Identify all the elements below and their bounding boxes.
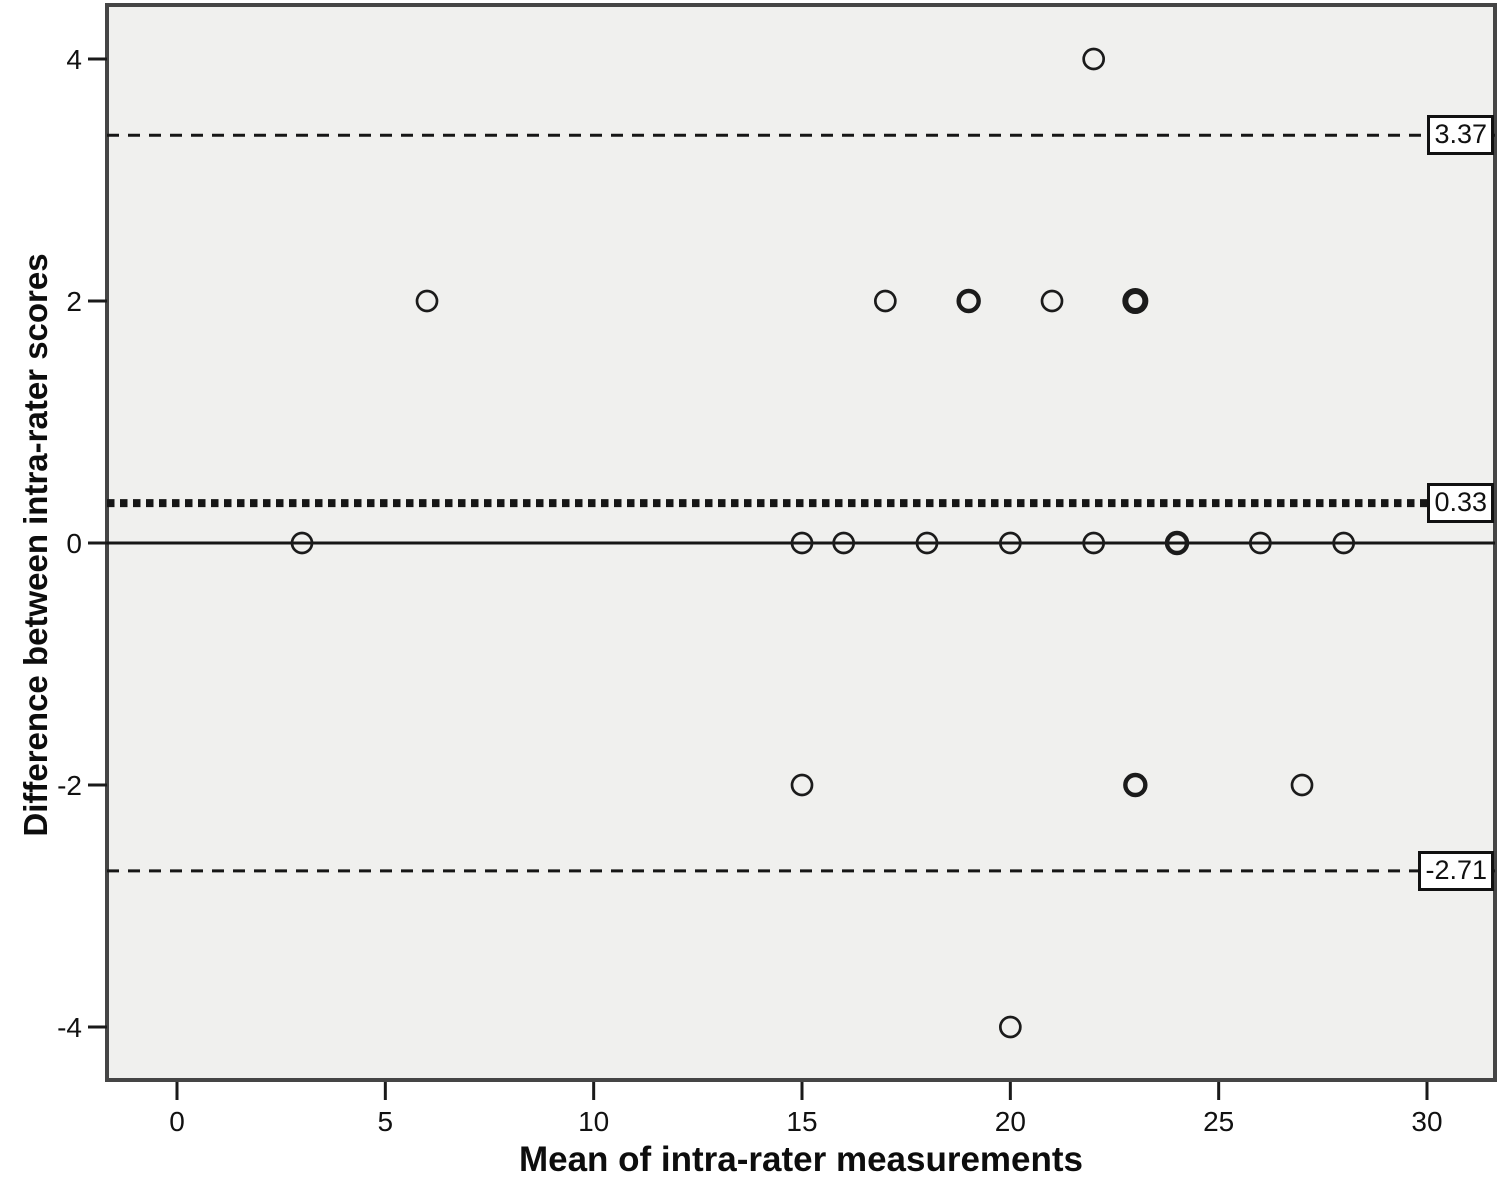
data-point <box>1248 531 1272 555</box>
data-point <box>1040 289 1064 313</box>
y-tick-label: 0 <box>66 528 82 559</box>
x-tick-label: 0 <box>169 1106 185 1137</box>
data-point <box>790 531 814 555</box>
data-point <box>1082 47 1106 71</box>
data-point <box>1164 530 1190 556</box>
data-point <box>1082 531 1106 555</box>
data-point <box>790 773 814 797</box>
y-tick-label: -2 <box>57 770 82 801</box>
y-tick-label: 2 <box>66 286 82 317</box>
data-point <box>1123 772 1148 798</box>
data-point <box>1122 288 1149 314</box>
data-point <box>998 531 1022 555</box>
data-point <box>415 289 439 313</box>
y-tick-label: 4 <box>66 44 82 75</box>
data-point <box>832 531 856 555</box>
data-point <box>998 1015 1022 1039</box>
x-tick-label: 20 <box>995 1106 1026 1137</box>
x-tick-label: 30 <box>1411 1106 1442 1137</box>
x-tick-label: 10 <box>578 1106 609 1137</box>
x-tick-label: 25 <box>1203 1106 1234 1137</box>
data-point <box>956 288 981 314</box>
data-point <box>290 531 314 555</box>
x-tick-label: 5 <box>378 1106 394 1137</box>
data-point <box>1290 773 1314 797</box>
x-tick-label: 15 <box>786 1106 817 1137</box>
data-point <box>915 531 939 555</box>
y-tick-label: -4 <box>57 1012 82 1043</box>
data-point <box>873 289 897 313</box>
data-point <box>1332 531 1356 555</box>
